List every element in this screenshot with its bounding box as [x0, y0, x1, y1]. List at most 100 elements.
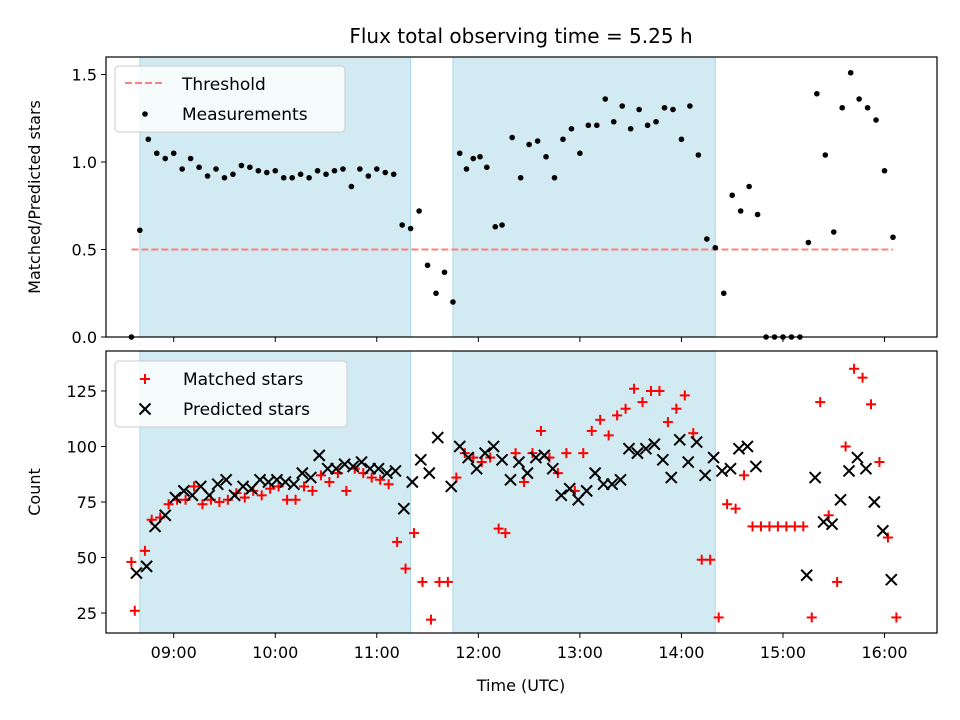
- top-panel: 0.0 0.5 1.0 1.5 Matched/Predicted stars Thr…: [25, 56, 938, 347]
- series-0-point-70: [713, 612, 724, 623]
- x-tick-label-4: 13:00: [557, 643, 603, 662]
- series-0-point-77: [772, 521, 783, 532]
- series-1-point-44-b: [512, 455, 526, 469]
- series-0-point-68: [695, 152, 702, 158]
- series-0-point-64: [662, 417, 673, 428]
- series-1-point-19: [296, 466, 309, 480]
- series-1-point-34-b: [423, 466, 436, 480]
- series-0-point-60: [629, 383, 640, 394]
- series-1-point-65: [690, 435, 703, 449]
- series-1-point-39: [470, 462, 483, 475]
- series-0-point-85: [840, 441, 851, 452]
- series-0-point-16: [256, 490, 267, 501]
- series-0-point-2: [145, 136, 152, 143]
- series-0-point-43: [484, 164, 490, 171]
- series-1-point-25-b: [346, 460, 360, 473]
- series-1-point-52-b: [580, 484, 593, 498]
- series-0-point-42: [476, 457, 487, 468]
- series-0-point-50: [543, 153, 549, 160]
- series-1-point-32-b: [406, 475, 419, 489]
- series-1-point-73: [800, 569, 813, 582]
- series-0-point-54: [577, 150, 583, 157]
- series-0-point-84: [830, 229, 837, 235]
- series-1-point-78-b: [842, 464, 856, 478]
- series-1-point-18-b: [287, 478, 301, 491]
- series-0-point-23: [323, 171, 329, 178]
- series-1-point-21: [313, 449, 326, 462]
- series-1-point-59-b: [639, 442, 653, 455]
- series-0-point-72: [729, 192, 736, 199]
- series-1-point-41-b: [487, 440, 500, 453]
- series-1-point-28-b: [372, 462, 385, 475]
- x-tick-label-1: 10:00: [252, 643, 298, 662]
- series-0-point-63: [653, 118, 659, 125]
- series-1-point-47: [538, 449, 551, 462]
- series-1-point-53-b: [588, 466, 602, 480]
- series-0-point-0: [126, 556, 137, 567]
- series-1-point-43-b: [504, 473, 517, 486]
- series-1-point-74-b: [808, 471, 822, 484]
- series-1-point-36-b: [445, 480, 458, 493]
- series-0-point-66: [679, 390, 690, 401]
- series-0-point-36: [425, 614, 436, 625]
- series-1-point-44: [512, 455, 526, 469]
- series-1-point-37: [453, 440, 466, 453]
- series-0-point-82: [814, 90, 820, 97]
- top-legend: Threshold Measurements: [114, 65, 346, 133]
- series-0-point-32: [399, 222, 405, 228]
- series-0-point-2: [139, 545, 150, 556]
- series-1-point-10: [219, 473, 233, 486]
- series-0-point-39: [456, 150, 463, 157]
- series-1-point-33: [414, 453, 428, 467]
- series-1-point-48: [546, 462, 560, 475]
- series-0-point-13: [238, 162, 245, 169]
- series-1-point-29-b: [380, 466, 394, 480]
- series-0-point-23: [315, 470, 326, 481]
- series-0-point-73: [739, 470, 750, 481]
- series-1-point-48-b: [546, 462, 560, 475]
- series-1-point-49-b: [555, 489, 568, 502]
- series-1-point-57-b: [622, 442, 636, 455]
- series-0-point-59: [619, 103, 626, 109]
- series-0-point-7: [187, 155, 194, 162]
- series-0-point-38: [442, 576, 453, 587]
- series-0-point-46: [509, 134, 515, 141]
- series-1-point-10-b: [219, 473, 233, 486]
- series-1-point-83: [885, 573, 898, 586]
- series-0-point-1: [137, 227, 143, 234]
- series-0-point-42: [477, 153, 483, 160]
- x-axis-label: Time (UTC): [476, 676, 565, 695]
- series-0-point-62: [645, 385, 656, 396]
- bottom-legend-box: [114, 360, 348, 428]
- y-tick-label-1: 50: [77, 549, 97, 568]
- series-0-point-27: [357, 166, 363, 172]
- series-1-point-71: [741, 440, 754, 453]
- legend-matched-marker: [140, 374, 150, 384]
- series-1-point-18: [287, 478, 301, 491]
- series-1-point-64: [682, 455, 695, 469]
- series-1-point-81-b: [868, 495, 881, 509]
- series-0-point-86: [847, 69, 854, 76]
- bottom-legend: Matched stars Predicted stars: [114, 360, 348, 428]
- series-1-point-57: [622, 442, 636, 455]
- measurements-points: [128, 69, 896, 340]
- series-0-point-47: [519, 477, 530, 488]
- series-1-point-53: [588, 466, 602, 480]
- series-0-point-30: [382, 169, 389, 176]
- top-panel-frame: [105, 56, 938, 338]
- series-1-point-69: [724, 462, 737, 475]
- y-tick-label-2: 75: [77, 493, 97, 512]
- series-0-point-57: [603, 430, 614, 441]
- series-0-point-45: [499, 222, 505, 228]
- bottom-y-axis: 25 50 75 100 125: [66, 382, 106, 623]
- legend-predicted-marker-b: [138, 402, 152, 416]
- series-1-point-62: [665, 471, 678, 484]
- series-1-point-30: [389, 464, 402, 478]
- series-0-point-34: [409, 528, 420, 539]
- series-1-point-42-b: [495, 453, 509, 467]
- series-1-point-55-b: [605, 478, 619, 491]
- series-1-point-37-b: [453, 440, 466, 453]
- series-0-point-59: [620, 403, 631, 414]
- series-0-point-65: [670, 106, 676, 113]
